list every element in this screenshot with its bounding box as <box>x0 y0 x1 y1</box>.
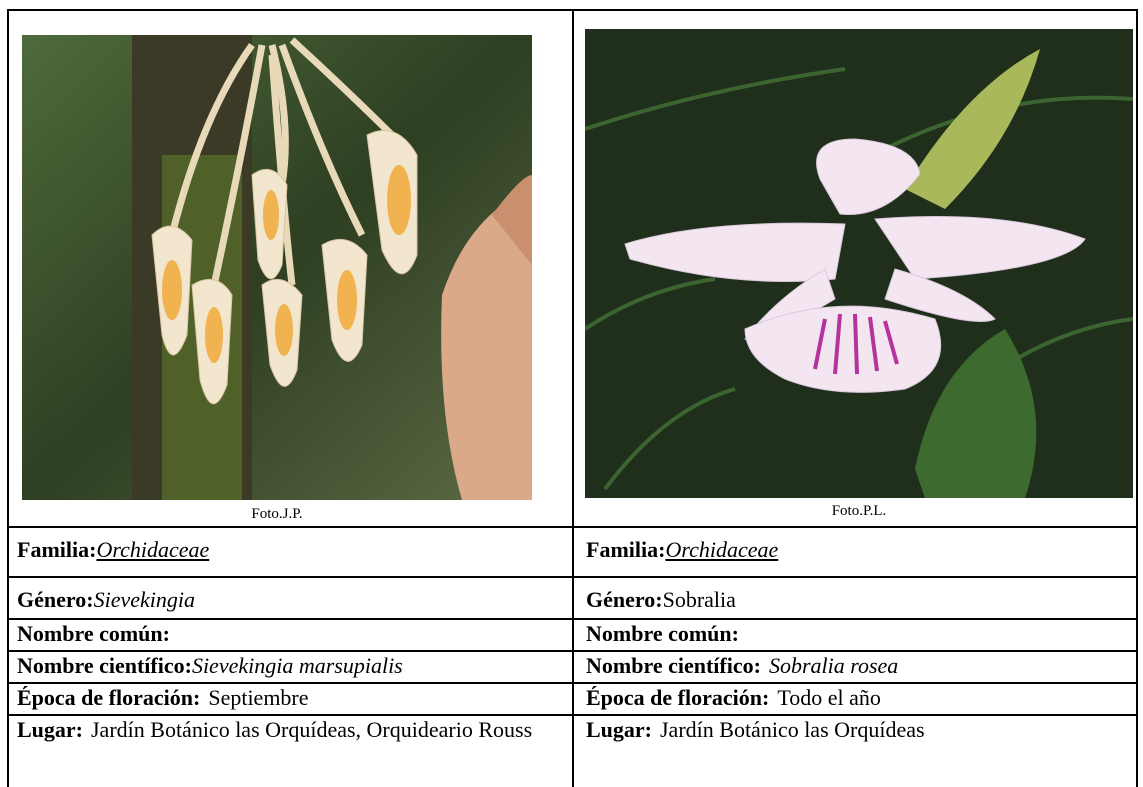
field-label: Época de floración: <box>17 685 201 710</box>
row-line <box>7 576 1138 578</box>
field-value: Jardín Botánico las Orquídeas, Orquidear… <box>91 717 533 742</box>
cell: Género:Sievekingia <box>17 584 195 616</box>
field-label: Nombre científico: <box>17 653 192 678</box>
cell: Nombre común: <box>17 618 170 650</box>
field-label: Familia: <box>17 537 97 562</box>
cell: Familia:Orchidaceae <box>17 534 209 566</box>
cell: Nombre común: <box>586 618 739 650</box>
field-value: Todo el año <box>777 685 881 710</box>
field-label: Familia: <box>586 537 666 562</box>
photo-caption: Foto.J.P. <box>251 506 303 522</box>
field-value: Jardín Botánico las Orquídeas <box>660 717 925 742</box>
field-label: Nombre común: <box>17 621 170 646</box>
table-border <box>572 9 574 787</box>
cell: Época de floración: Todo el año <box>586 682 881 714</box>
row-line <box>7 682 1138 684</box>
field-value: Sobralia rosea <box>768 653 899 678</box>
table-border <box>1136 9 1138 787</box>
row-line <box>7 526 1138 528</box>
cell: Nombre científico:Sievekingia marsupiali… <box>17 650 403 682</box>
photo <box>22 35 532 500</box>
field-label: Género: <box>17 587 94 612</box>
field-label: Género: <box>586 587 663 612</box>
field-label: Lugar: <box>586 717 652 742</box>
field-value: Orchidaceae <box>665 537 779 562</box>
row-line <box>7 714 1138 716</box>
cell: Nombre científico: Sobralia rosea <box>586 650 898 682</box>
photo <box>585 29 1133 498</box>
field-value: Orchidaceae <box>96 537 210 562</box>
row-line <box>7 650 1138 652</box>
field-label: Nombre común: <box>586 621 739 646</box>
cell: Lugar: Jardín Botánico las Orquídeas <box>586 714 1126 746</box>
field-value: Septiembre <box>208 685 309 710</box>
field-label: Nombre científico: <box>586 653 761 678</box>
cell: Familia:Orchidaceae <box>586 534 778 566</box>
cell: Lugar: Jardín Botánico las Orquídeas, Orq… <box>17 714 537 746</box>
field-value: Sobralia <box>662 587 736 612</box>
field-label: Época de floración: <box>586 685 770 710</box>
cell: Época de floración: Septiembre <box>17 682 309 714</box>
row-line <box>7 618 1138 620</box>
field-value: Sievekingia marsupialis <box>191 653 403 678</box>
photo-caption: Foto.P.L. <box>831 503 887 519</box>
field-value: Sievekingia <box>93 587 195 612</box>
table-border <box>7 9 9 787</box>
field-label: Lugar: <box>17 717 83 742</box>
cell: Género:Sobralia <box>586 584 736 616</box>
